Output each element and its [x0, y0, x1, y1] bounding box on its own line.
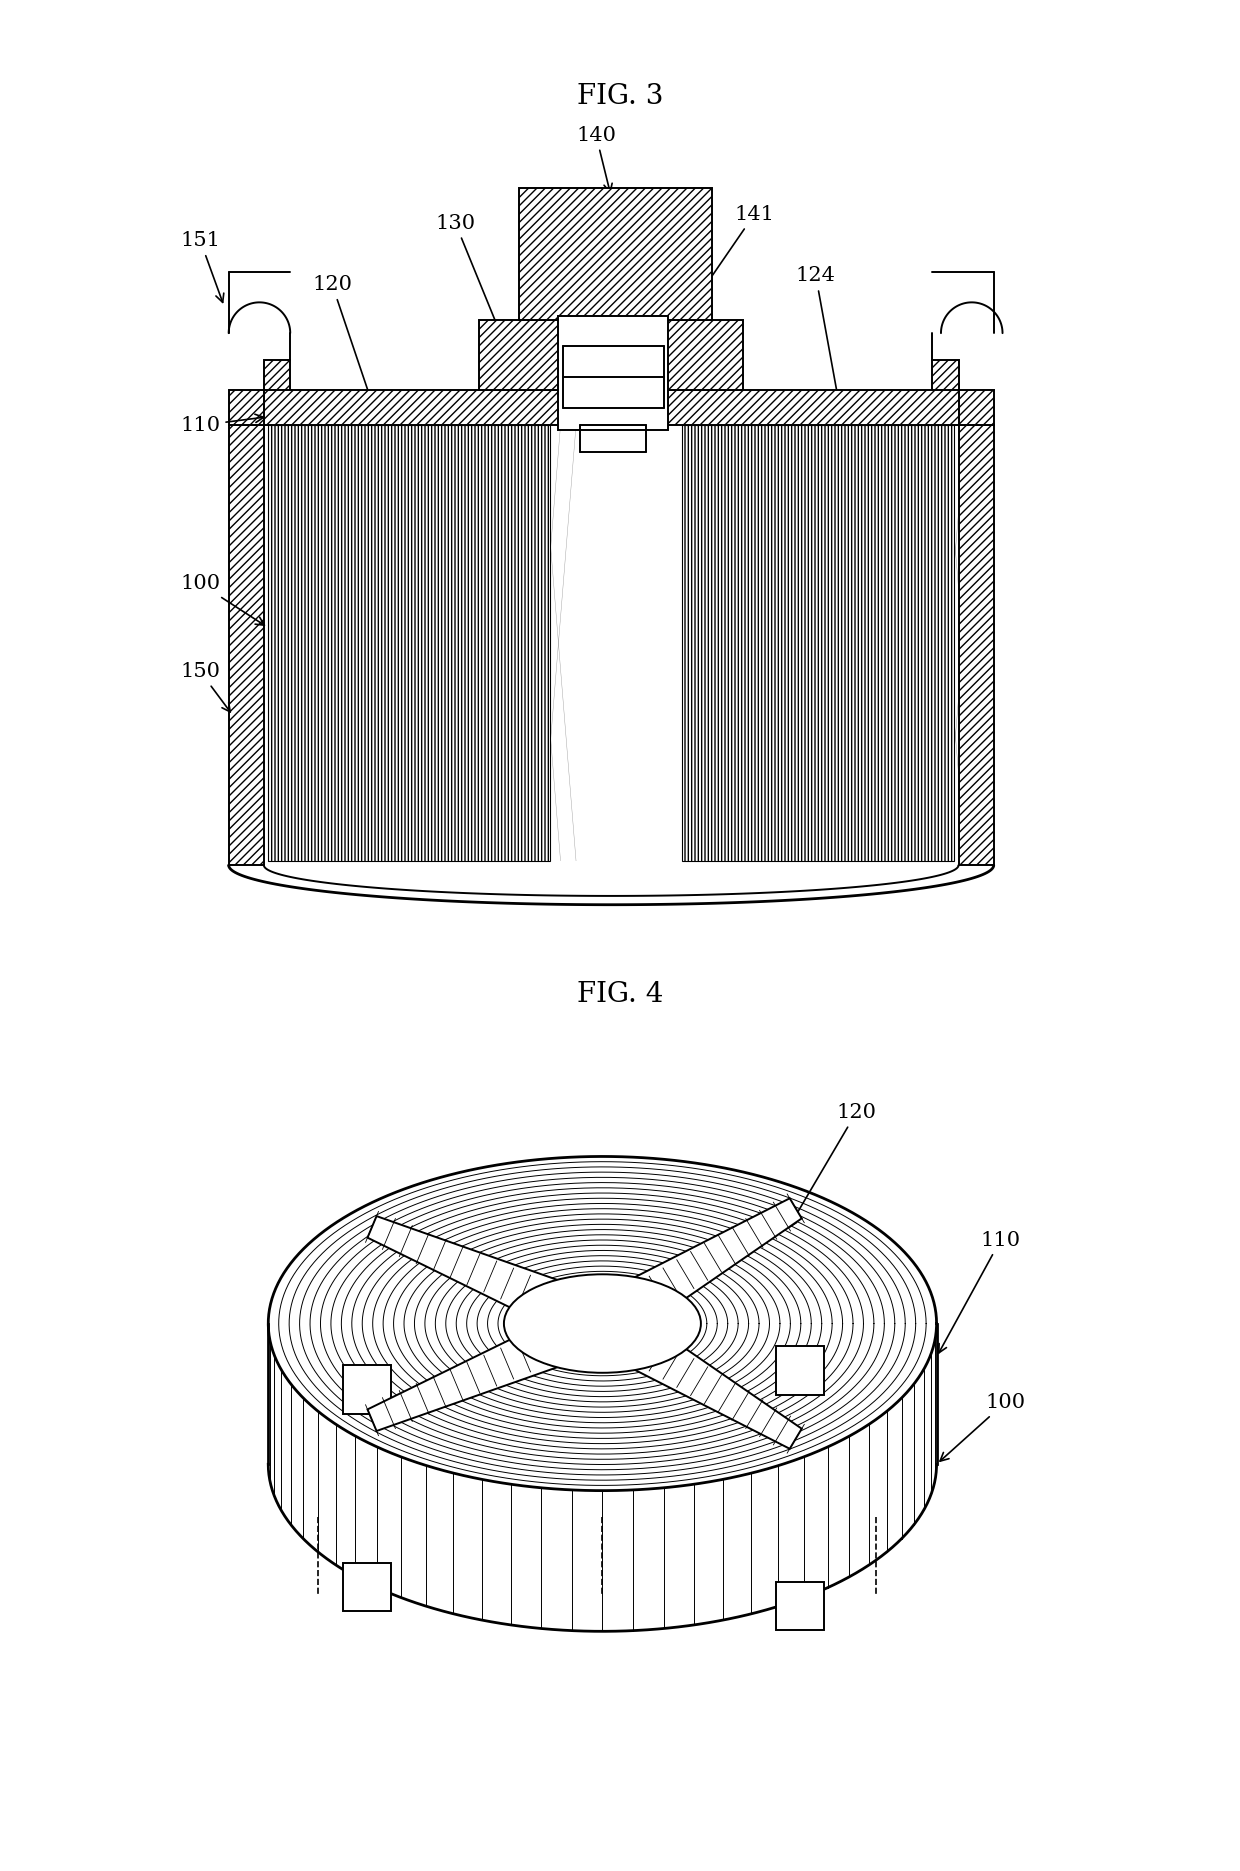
Text: FIG. 3: FIG. 3	[577, 82, 663, 110]
Polygon shape	[632, 1197, 802, 1319]
Polygon shape	[367, 1321, 567, 1431]
Polygon shape	[367, 1216, 567, 1327]
Text: 120: 120	[789, 1104, 877, 1227]
Polygon shape	[342, 1562, 391, 1611]
Polygon shape	[959, 425, 993, 864]
Polygon shape	[776, 1347, 825, 1396]
Polygon shape	[268, 425, 549, 861]
Text: 100: 100	[180, 574, 264, 625]
Text: 120: 120	[312, 275, 373, 404]
Polygon shape	[264, 391, 959, 425]
Polygon shape	[228, 425, 264, 864]
Polygon shape	[228, 359, 290, 425]
Polygon shape	[932, 359, 993, 425]
Polygon shape	[682, 425, 954, 861]
Text: 130: 130	[435, 213, 505, 342]
Text: 110: 110	[939, 1231, 1021, 1353]
Text: 150: 150	[180, 662, 231, 713]
Polygon shape	[480, 320, 743, 391]
Polygon shape	[342, 1366, 391, 1414]
Polygon shape	[632, 1328, 802, 1448]
Text: 140: 140	[577, 125, 616, 193]
Polygon shape	[776, 1583, 825, 1630]
Text: FIG. 4: FIG. 4	[577, 980, 663, 1008]
Text: 100: 100	[940, 1394, 1025, 1461]
Polygon shape	[558, 316, 668, 430]
Ellipse shape	[544, 1295, 661, 1353]
Text: 124: 124	[796, 266, 842, 404]
Text: 110: 110	[180, 413, 264, 434]
Ellipse shape	[503, 1274, 701, 1373]
Text: 151: 151	[180, 232, 223, 303]
Polygon shape	[518, 189, 712, 320]
Text: 141: 141	[676, 206, 774, 329]
